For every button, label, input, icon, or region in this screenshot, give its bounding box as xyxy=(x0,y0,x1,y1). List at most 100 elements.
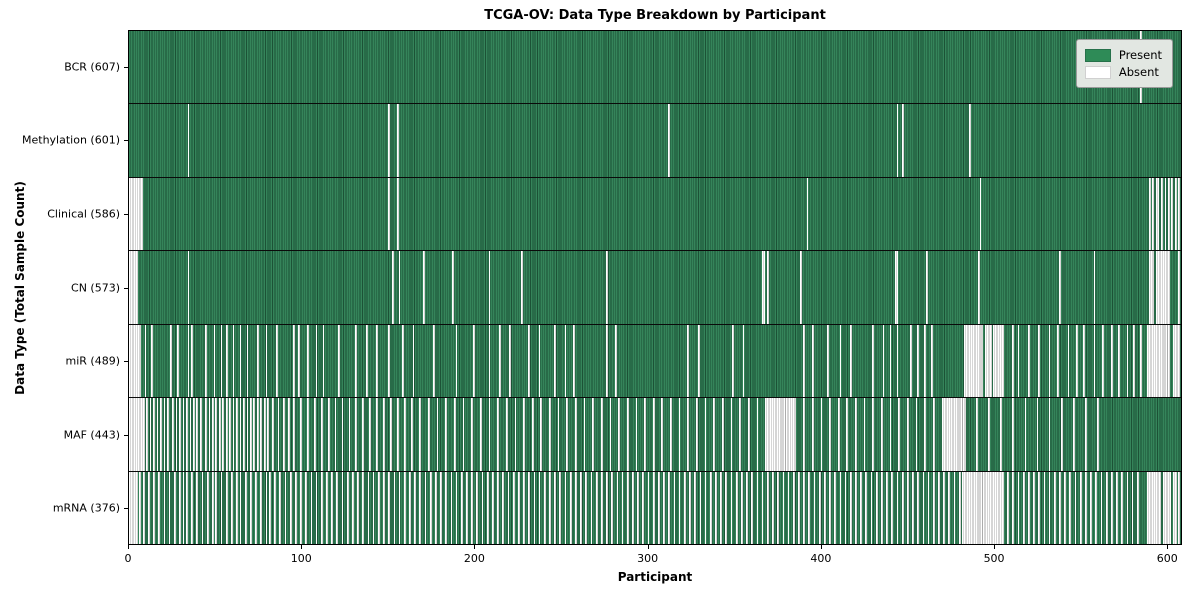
absent-stripe xyxy=(1121,471,1124,544)
absent-stripe xyxy=(600,471,603,544)
absent-stripe xyxy=(129,177,143,251)
absent-stripe xyxy=(396,177,399,251)
absent-stripe xyxy=(153,471,155,544)
absent-stripe xyxy=(388,104,391,177)
absent-stripe xyxy=(357,471,359,544)
absent-stripe xyxy=(424,471,427,544)
absent-stripe xyxy=(889,324,892,398)
absent-stripe xyxy=(891,471,894,544)
absent-stripe xyxy=(148,471,150,544)
absent-stripe xyxy=(1007,471,1009,544)
absent-stripe xyxy=(1126,324,1129,398)
absent-stripe xyxy=(142,471,145,544)
absent-stripe xyxy=(1173,471,1177,544)
absent-stripe xyxy=(265,324,268,398)
absent-stripe xyxy=(435,471,437,544)
absent-stripe xyxy=(932,398,935,471)
absent-stripe xyxy=(943,471,945,544)
absent-stripe xyxy=(403,398,406,471)
absent-stripe xyxy=(502,471,505,544)
absent-stripe xyxy=(849,471,852,544)
absent-stripe xyxy=(715,471,717,544)
absent-stripe xyxy=(614,324,617,398)
absent-stripe xyxy=(326,471,328,544)
absent-stripe xyxy=(454,398,456,471)
absent-stripe xyxy=(976,398,978,471)
absent-stripe xyxy=(215,398,218,471)
absent-stripe xyxy=(668,104,671,177)
ytick-label: CN (573) xyxy=(71,281,120,294)
absent-stripe xyxy=(772,471,774,544)
absent-stripe xyxy=(206,471,209,544)
absent-stripe xyxy=(170,324,173,398)
absent-stripe xyxy=(637,471,639,544)
absent-stripe xyxy=(1053,471,1056,544)
absent-stripe xyxy=(362,471,365,544)
heatmap-row-maf xyxy=(129,398,1181,472)
absent-stripe xyxy=(376,324,378,398)
xtick-mark xyxy=(820,545,822,549)
absent-stripe xyxy=(756,398,759,471)
absent-stripe xyxy=(265,471,268,544)
absent-stripe xyxy=(910,324,913,398)
absent-stripe xyxy=(305,471,308,544)
legend-entry-present: Present xyxy=(1084,48,1162,62)
absent-stripe xyxy=(647,471,650,544)
absent-stripe xyxy=(1059,471,1061,544)
absent-stripe xyxy=(471,398,474,471)
absent-stripe xyxy=(260,398,263,471)
absent-stripe xyxy=(993,324,1004,398)
absent-stripe xyxy=(575,398,577,471)
absent-stripe xyxy=(1147,471,1162,544)
absent-stripe xyxy=(1093,251,1096,324)
heatmap-row-methylation xyxy=(129,104,1181,178)
absent-stripe xyxy=(583,398,586,471)
absent-stripe xyxy=(365,324,368,398)
absent-stripe xyxy=(872,324,875,398)
absent-stripe xyxy=(298,324,301,398)
absent-stripe xyxy=(476,471,479,544)
absent-stripe xyxy=(1033,471,1035,544)
absent-stripe xyxy=(844,471,847,544)
absent-stripe xyxy=(827,324,830,398)
absent-stripe xyxy=(398,471,401,544)
absent-stripe xyxy=(872,398,875,471)
absent-stripe xyxy=(687,324,690,398)
absent-stripe xyxy=(151,324,154,398)
absent-stripe xyxy=(256,398,259,471)
absent-stripe xyxy=(129,251,138,324)
xtick-mark xyxy=(301,545,303,549)
absent-stripe xyxy=(156,398,159,471)
absent-stripe xyxy=(894,251,899,324)
absent-stripe xyxy=(747,398,750,471)
absent-stripe xyxy=(1102,324,1105,398)
absent-stripe xyxy=(225,471,228,544)
absent-stripe xyxy=(1048,324,1051,398)
absent-stripe xyxy=(201,471,204,544)
absent-stripe xyxy=(901,104,904,177)
absent-stripe xyxy=(414,471,416,544)
absent-stripe xyxy=(846,398,849,471)
absent-stripe xyxy=(187,104,190,177)
absent-stripe xyxy=(849,324,852,398)
absent-stripe xyxy=(549,471,551,544)
absent-stripe xyxy=(915,398,918,471)
absent-stripe xyxy=(1072,398,1075,471)
absent-stripe xyxy=(533,471,536,544)
absent-stripe xyxy=(590,471,593,544)
absent-stripe xyxy=(1038,471,1041,544)
absent-stripe xyxy=(492,471,494,544)
absent-stripe xyxy=(761,471,764,544)
absent-stripe xyxy=(403,471,406,544)
absent-stripe xyxy=(139,471,142,544)
absent-stripe xyxy=(746,471,748,544)
xtick-label: 500 xyxy=(983,552,1005,565)
absent-stripe xyxy=(1074,471,1077,544)
absent-stripe xyxy=(236,471,238,544)
absent-stripe xyxy=(396,104,399,177)
ytick-label: BCR (607) xyxy=(64,60,120,74)
absent-stripe xyxy=(179,398,181,471)
absent-stripe xyxy=(863,398,866,471)
xtick-label: 300 xyxy=(637,552,659,565)
absent-stripe xyxy=(988,398,990,471)
